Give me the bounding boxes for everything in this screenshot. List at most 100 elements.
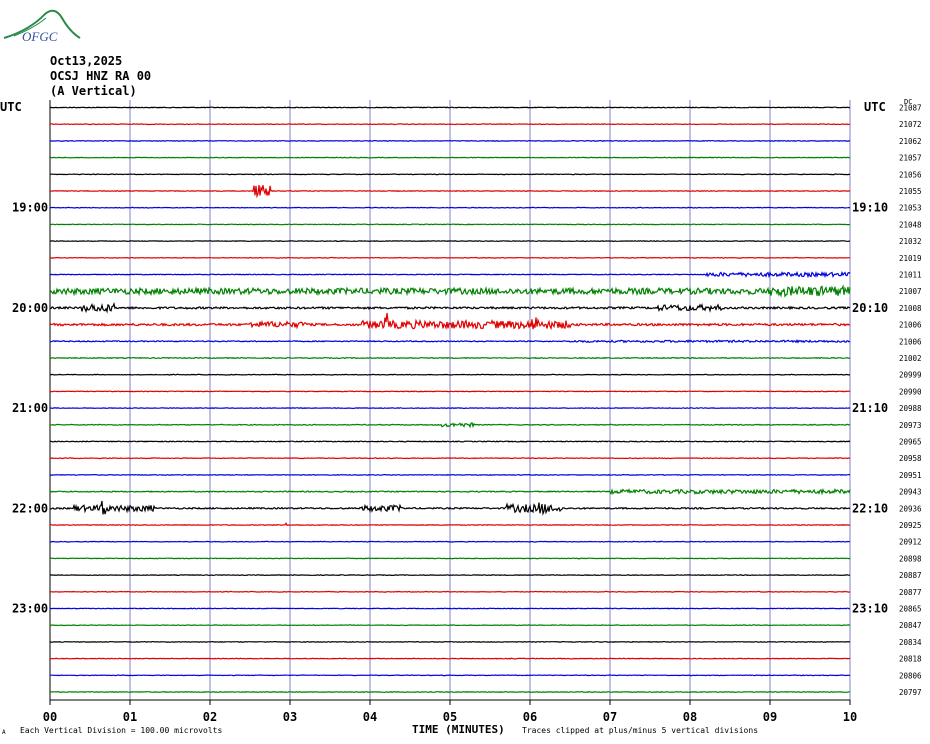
trace-line: [49, 106, 851, 109]
dc-value: 21087: [899, 104, 922, 113]
header-station: OCSJ HNZ RA 00: [50, 69, 151, 83]
dc-value: 20834: [899, 638, 922, 647]
x-axis-title: TIME (MINUTES): [412, 723, 505, 736]
trace-line: [49, 123, 851, 126]
x-tick-label: 09: [763, 710, 777, 724]
dc-value: 21055: [899, 187, 922, 196]
dc-value: 21048: [899, 220, 922, 229]
time-label-left: 23:00: [12, 602, 48, 616]
dc-value: 20988: [899, 404, 922, 413]
logo-swoosh-inner: [13, 17, 47, 37]
right-time-labels: 19:10 20:10 21:10 22:10 23:10: [852, 201, 888, 616]
footer-clip-note: Traces clipped at plus/minus 5 vertical …: [522, 726, 758, 735]
logo-swoosh: [3, 9, 81, 39]
footer-mark: A: [2, 729, 6, 736]
dc-value: 20958: [899, 454, 922, 463]
header-component: (A Vertical): [50, 84, 137, 98]
dc-value: 20865: [899, 605, 922, 614]
trace-line: [49, 256, 851, 259]
logo-text: OFGC: [22, 29, 58, 44]
trace-line: [49, 240, 851, 243]
trace-line: [50, 407, 851, 410]
trace-line: [49, 421, 851, 429]
dc-value: 20912: [899, 538, 922, 547]
dc-value: 20806: [899, 671, 922, 680]
footer-scale-note: Each Vertical Division = 100.00 microvol…: [20, 726, 222, 735]
x-tick-label: 08: [683, 710, 697, 724]
x-tick-label: 10: [843, 710, 857, 724]
left-time-labels: 19:00 20:00 21:00 22:00 23:00: [12, 201, 48, 616]
trace-line: [49, 522, 851, 526]
dc-value: 20943: [899, 488, 922, 497]
dc-value: 20925: [899, 521, 922, 530]
time-label-left: 21:00: [12, 401, 48, 415]
time-label-left: 22:00: [12, 501, 48, 515]
trace-line: [49, 590, 851, 593]
time-label-right: 23:10: [852, 602, 888, 616]
trace-line: [49, 301, 851, 314]
dc-value: 20877: [899, 588, 922, 597]
dc-value: 20847: [899, 621, 922, 630]
x-tick-label: 06: [523, 710, 537, 724]
traces: [49, 106, 851, 693]
trace-line: [49, 657, 851, 660]
trace-line: [49, 356, 851, 360]
trace-line: [50, 185, 851, 199]
trace-line: [49, 206, 851, 209]
time-label-left: 20:00: [12, 301, 48, 315]
x-tick-label: 03: [283, 710, 297, 724]
dc-value: 20951: [899, 471, 922, 480]
dc-value: 20898: [899, 554, 922, 563]
dc-value: 20936: [899, 504, 922, 513]
trace-line: [49, 473, 850, 476]
dc-value: 21072: [899, 120, 922, 129]
time-label-left: 19:00: [12, 201, 48, 215]
logo: OFGC: [3, 9, 81, 44]
dc-value: 20797: [899, 688, 922, 697]
trace-line: [49, 156, 851, 159]
x-tick-labels: 00 01 02 03 04 05 06 07 08 09 10: [43, 710, 857, 724]
trace-line: [49, 139, 850, 142]
trace-line: [49, 607, 851, 610]
dc-value: 21032: [899, 237, 922, 246]
x-tick-label: 02: [203, 710, 217, 724]
utc-label-right: UTC: [864, 100, 886, 114]
time-label-right: 19:10: [852, 201, 888, 215]
trace-line: [49, 640, 851, 643]
x-tick-label: 00: [43, 710, 57, 724]
dc-value: 20965: [899, 438, 922, 447]
dc-value: 20887: [899, 571, 922, 580]
dc-value: 21002: [899, 354, 922, 363]
trace-line: [49, 574, 851, 577]
x-tick-label: 05: [443, 710, 457, 724]
dc-value: 21011: [899, 271, 922, 280]
trace-line: [50, 338, 851, 344]
trace-line: [49, 284, 851, 298]
time-label-right: 20:10: [852, 301, 888, 315]
trace-line: [50, 691, 850, 693]
header-date: Oct13,2025: [50, 54, 122, 68]
trace-line: [49, 540, 850, 543]
x-tick-label: 07: [603, 710, 617, 724]
trace-line: [49, 487, 851, 496]
dc-value: 20990: [899, 387, 922, 396]
dc-value: 21006: [899, 321, 922, 330]
trace-line: [49, 500, 851, 516]
trace-line: [50, 223, 851, 226]
dc-value: 21007: [899, 287, 922, 296]
dc-label: DC: [904, 98, 912, 106]
trace-line: [49, 312, 851, 331]
dc-value: 21062: [899, 137, 922, 146]
trace-line: [49, 624, 851, 627]
trace-line: [49, 440, 851, 443]
dc-value: 20818: [899, 655, 922, 664]
trace-line: [49, 557, 851, 560]
dc-value: 20973: [899, 421, 922, 430]
time-label-right: 22:10: [852, 501, 888, 515]
trace-line: [49, 270, 851, 279]
x-tick-label: 04: [363, 710, 377, 724]
trace-line: [49, 674, 851, 677]
trace-line: [49, 390, 851, 393]
dc-value-labels: 21087 21072 21062 21057 21056 21055 21053 21048…: [899, 104, 922, 698]
x-tick-label: 01: [123, 710, 137, 724]
